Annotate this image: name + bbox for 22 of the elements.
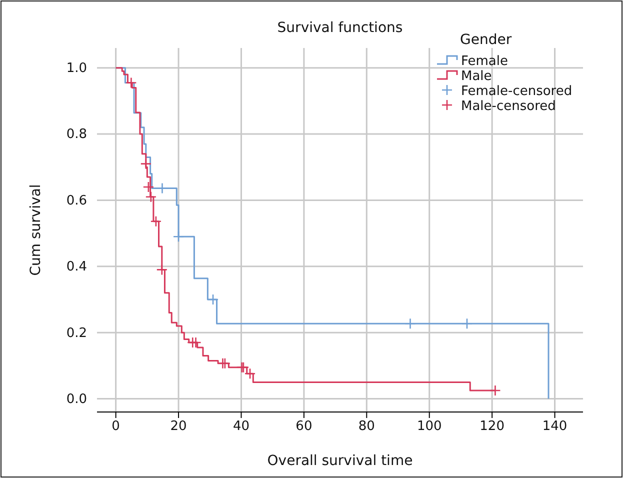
legend-title: Gender xyxy=(460,32,512,48)
chart-title: Survival functions xyxy=(277,20,403,36)
x-tick-label: 140 xyxy=(542,419,568,434)
y-axis-title: Cum survival xyxy=(28,184,44,276)
y-tick-label: 0.4 xyxy=(66,260,87,275)
y-tick-label: 0.6 xyxy=(66,193,87,208)
y-tick-label: 1.0 xyxy=(66,61,87,76)
x-tick-label: 20 xyxy=(170,419,187,434)
legend-label: Male xyxy=(461,69,492,84)
x-axis-title: Overall survival time xyxy=(267,453,413,469)
x-tick-label: 120 xyxy=(480,419,504,434)
legend-label: Male-censored xyxy=(461,99,556,114)
x-tick-label: 0 xyxy=(112,419,120,434)
legend-label: Female-censored xyxy=(461,84,572,99)
y-tick-label: 0.2 xyxy=(66,326,87,341)
x-tick-label: 40 xyxy=(232,419,250,434)
y-tick-label: 0.0 xyxy=(66,392,87,407)
x-tick-label: 80 xyxy=(358,419,375,434)
x-tick-label: 100 xyxy=(416,419,442,434)
y-tick-label: 0.8 xyxy=(66,127,87,142)
legend-label: Female xyxy=(461,54,508,69)
x-tick-label: 60 xyxy=(296,419,312,434)
